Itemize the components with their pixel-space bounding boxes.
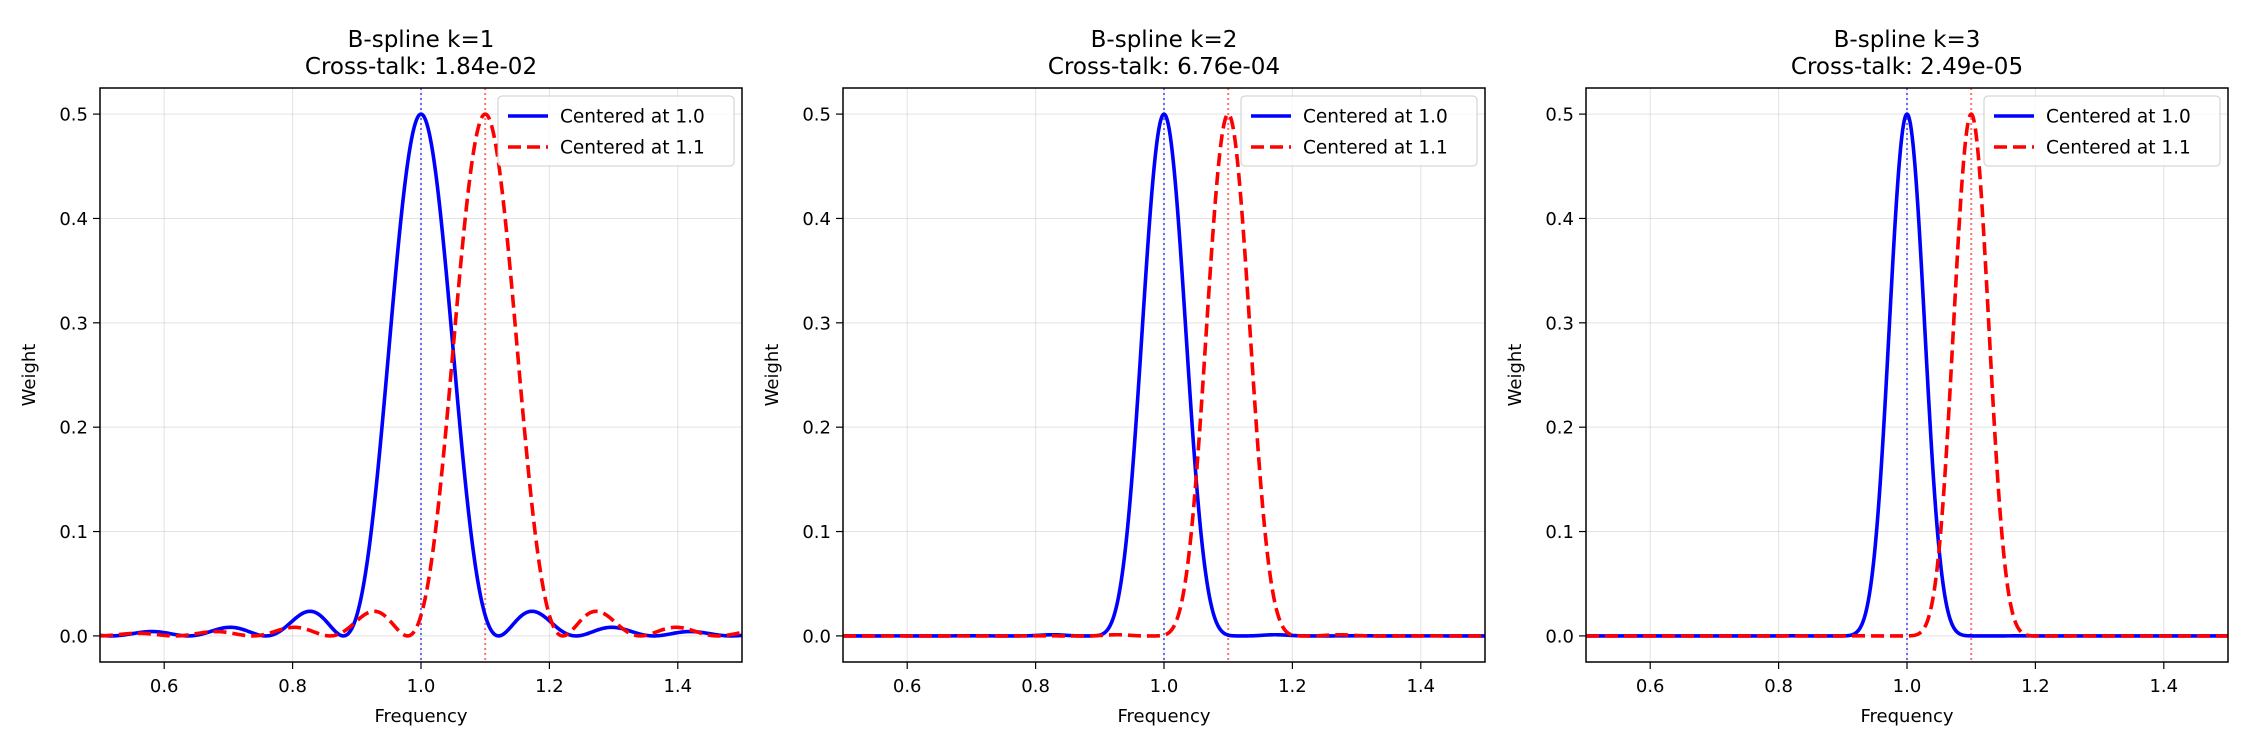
axes-frame [99,87,743,663]
x-tick-label: 1.4 [1406,676,1435,697]
plot-area [843,88,1485,662]
legend-box [1240,95,1478,167]
y-tick-label: 0.4 [1545,209,1574,230]
legend-label-1: Centered at 1.0 [560,107,705,128]
x-tick-label: 1.0 [1150,676,1179,697]
subplot-3: 0.6 0.8 1.0 1.2 1.4 0.0 0.1 0.2 0.3 0.4 0.5 B-splin… [1505,27,2229,727]
y-tick-label: 0.1 [59,522,88,543]
x-axis-label: Frequency [1861,706,1954,727]
chart-subtitle: Cross-talk: 1.84e-02 [305,54,537,80]
chart-subtitle: Cross-talk: 6.76e-04 [1048,54,1280,80]
legend-label-1: Centered at 1.0 [1303,107,1448,128]
y-tick-label: 0.5 [1545,105,1574,126]
y-tick-label: 0.1 [1545,522,1574,543]
subplot-2: 0.6 0.8 1.0 1.2 1.4 0.0 0.1 0.2 0.3 0.4 0.5 B-splin… [762,27,1486,727]
series-line-2 [843,112,1485,638]
x-tick-label: 1.4 [2149,676,2178,697]
axes-frame [1585,87,2229,663]
y-tick-label: 0.0 [802,626,831,647]
x-tick-label: 0.8 [1764,676,1793,697]
plot-area [1586,88,2228,662]
x-tick-label: 1.2 [535,676,564,697]
legend-box [497,95,735,167]
x-tick-label: 0.8 [1021,676,1050,697]
series-line-2 [1586,112,2228,638]
legend-label-2: Centered at 1.1 [2046,138,2191,159]
y-tick-label: 0.2 [1545,418,1574,439]
y-tick-label: 0.3 [802,313,831,334]
x-tick-label: 0.6 [1636,676,1665,697]
y-tick-label: 0.5 [59,105,88,126]
y-tick-label: 0.0 [1545,626,1574,647]
x-axis-label: Frequency [1118,706,1211,727]
x-tick-label: 1.2 [1278,676,1307,697]
y-tick-label: 0.1 [802,522,831,543]
x-axis-label: Frequency [375,706,468,727]
y-tick-label: 0.0 [59,626,88,647]
x-tick-label: 1.0 [407,676,436,697]
subplot-1: 0.6 0.8 1.0 1.2 1.4 0.0 0.1 0.2 0.3 0.4 0.5 B-splin… [19,27,743,727]
y-tick-label: 0.4 [59,209,88,230]
legend-box [1983,95,2221,167]
legend-label-1: Centered at 1.0 [2046,107,2191,128]
legend: Centered at 1.0 Centered at 1.1 [1240,95,1478,167]
x-tick-label: 1.4 [663,676,692,697]
chart-subtitle: Cross-talk: 2.49e-05 [1791,54,2023,80]
y-tick-label: 0.3 [1545,313,1574,334]
y-tick-label: 0.2 [59,418,88,439]
x-tick-label: 0.6 [893,676,922,697]
axes-frame [842,87,1486,663]
chart-title: B-spline k=2 [1091,27,1238,53]
x-tick-label: 0.8 [278,676,307,697]
x-tick-label: 1.2 [2021,676,2050,697]
legend: Centered at 1.0 Centered at 1.1 [1983,95,2221,167]
chart-title: B-spline k=3 [1834,27,1981,53]
y-tick-label: 0.5 [802,105,831,126]
x-tick-label: 1.0 [1893,676,1922,697]
series-line-2 [100,112,742,638]
y-tick-label: 0.3 [59,313,88,334]
y-tick-label: 0.4 [802,209,831,230]
y-axis-label: Weight [762,344,783,407]
legend-label-2: Centered at 1.1 [1303,138,1448,159]
legend: Centered at 1.0 Centered at 1.1 [497,95,735,167]
legend-label-2: Centered at 1.1 [560,138,705,159]
y-tick-label: 0.2 [802,418,831,439]
chart-title: B-spline k=1 [348,27,495,53]
y-axis-label: Weight [19,344,40,407]
plot-area [100,88,742,662]
y-axis-label: Weight [1505,344,1526,407]
x-tick-label: 0.6 [150,676,179,697]
